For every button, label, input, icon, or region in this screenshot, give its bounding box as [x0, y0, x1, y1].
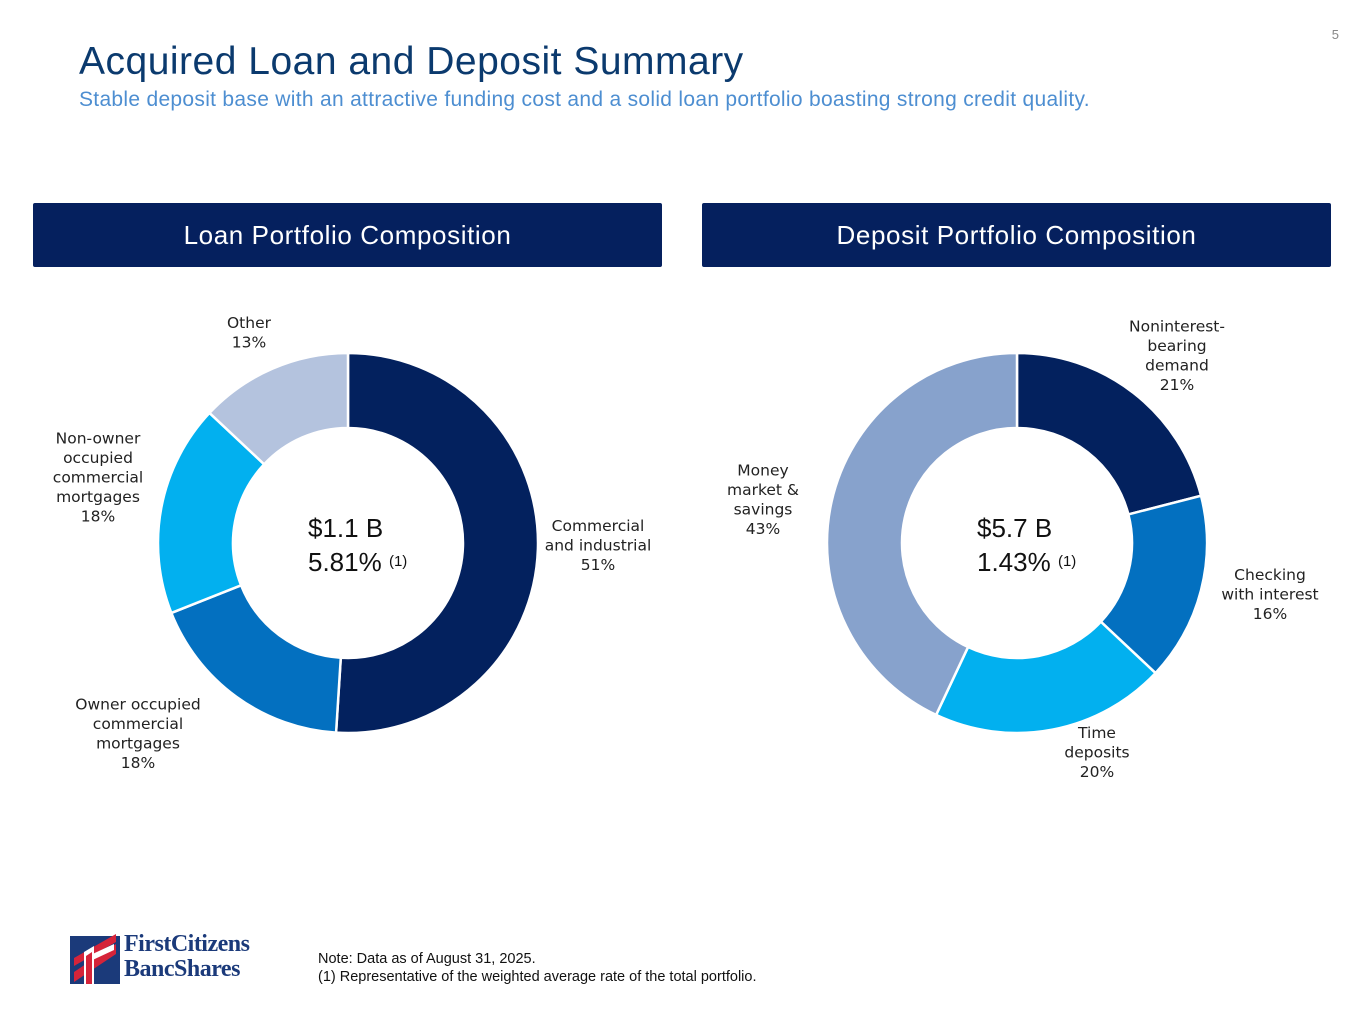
chart1-slice-0 — [1015, 351, 1203, 516]
chart1-slice-name-2-1: deposits — [1064, 744, 1129, 762]
chart1-slice-value-3: 43% — [746, 520, 780, 538]
chart0-center-rate: 5.81% (1) — [308, 547, 407, 577]
deposit-panel-header: Deposit Portfolio Composition — [702, 203, 1331, 267]
footnote-date: Note: Data as of August 31, 2025. — [318, 951, 536, 967]
chart1-center-footnote: (1) — [1058, 553, 1076, 570]
chart1-slice-name-2-0: Time — [1077, 724, 1116, 742]
chart1-slice-name-0-1: bearing — [1147, 337, 1206, 355]
company-logo: FirstCitizens BancShares — [70, 930, 260, 988]
chart0-slice-name-0-0: Commercial — [552, 517, 645, 535]
chart0-slice-value-2: 18% — [81, 508, 115, 526]
flag-icon — [70, 934, 120, 984]
chart0-slice-name-0-1: and industrial — [545, 537, 652, 555]
chart0-center-footnote: (1) — [389, 553, 407, 570]
chart0-slice-value-1: 18% — [121, 754, 155, 772]
chart0-slice-name-1-0: Owner occupied — [75, 695, 200, 713]
chart1-slice-value-0: 21% — [1160, 376, 1194, 394]
chart1-center-total: $5.7 B — [977, 513, 1052, 543]
loan-panel-header: Loan Portfolio Composition — [33, 203, 662, 267]
chart0-center-total: $1.1 B — [308, 513, 383, 543]
chart1-slice-name-3-2: savings — [734, 500, 793, 518]
chart0-slice-value-0: 51% — [581, 556, 615, 574]
chart0-slice-name-2-1: occupied — [63, 449, 133, 467]
chart0-slice-name-1-2: mortgages — [96, 734, 180, 752]
page-subtitle: Stable deposit base with an attractive f… — [79, 88, 1090, 111]
chart0-slice-name-2-2: commercial — [53, 469, 143, 487]
logo-line-1: FirstCitizens — [124, 931, 250, 957]
chart1-slice-name-3-0: Money — [737, 461, 788, 479]
chart1-slice-value-1: 16% — [1253, 605, 1287, 623]
chart0-slice-3 — [207, 351, 350, 467]
chart1-slice-name-1-1: with interest — [1221, 586, 1318, 604]
chart0-slice-name-1-1: commercial — [93, 715, 183, 733]
footnotes: Note: Data as of August 31, 2025. (1) Re… — [318, 950, 756, 986]
chart1-slice-value-2: 20% — [1080, 763, 1114, 781]
chart1-slice-name-0-2: demand — [1145, 356, 1209, 374]
logo-line-2: BancShares — [124, 956, 240, 982]
page-title: Acquired Loan and Deposit Summary — [79, 40, 744, 83]
chart0-slice-value-3: 13% — [232, 333, 266, 351]
chart1-slice-label-3: Money market &savings 43% — [727, 461, 799, 538]
chart0-slice-name-2-0: Non-owner — [56, 430, 141, 448]
chart1-slice-name-3-1: market & — [727, 481, 799, 499]
chart1-slice-3 — [825, 351, 1019, 717]
page-number: 5 — [1331, 27, 1339, 42]
footnote-1: (1) Representative of the weighted avera… — [318, 969, 757, 985]
chart1-center-rate: 1.43% (1) — [977, 547, 1076, 577]
chart1-slice-name-1-0: Checking — [1234, 566, 1306, 584]
chart0-slice-name-3-0: Other — [227, 314, 272, 332]
chart1-slice-name-0-0: Noninterest- — [1129, 317, 1225, 335]
chart0-slice-0 — [334, 351, 540, 735]
chart0-slice-name-2-3: mortgages — [56, 488, 140, 506]
